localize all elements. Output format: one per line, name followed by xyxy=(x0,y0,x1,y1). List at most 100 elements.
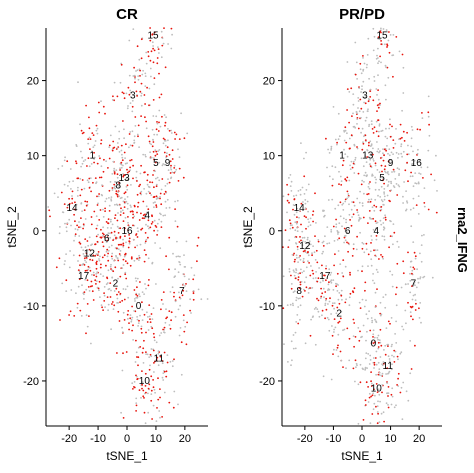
scatter-point xyxy=(362,216,365,219)
scatter-point xyxy=(119,81,122,84)
scatter-point xyxy=(136,180,138,182)
scatter-point xyxy=(112,270,115,273)
scatter-point xyxy=(388,31,390,33)
scatter-point xyxy=(113,186,116,189)
scatter-point xyxy=(377,36,380,38)
scatter-point xyxy=(177,403,179,406)
scatter-point xyxy=(131,105,134,108)
scatter-point xyxy=(73,239,75,242)
scatter-point xyxy=(343,328,346,331)
scatter-point xyxy=(377,47,379,50)
scatter-point xyxy=(370,264,373,267)
scatter-point xyxy=(152,379,155,381)
scatter-point xyxy=(368,163,371,166)
scatter-point xyxy=(110,227,112,229)
scatter-point xyxy=(328,288,331,291)
scatter-point xyxy=(162,137,165,140)
scatter-point xyxy=(171,158,174,160)
scatter-point xyxy=(398,174,400,177)
scatter-point xyxy=(336,238,339,241)
scatter-point xyxy=(122,238,124,241)
scatter-point xyxy=(146,353,149,356)
scatter-point xyxy=(144,240,147,243)
scatter-point xyxy=(337,344,339,347)
scatter-point xyxy=(358,201,361,204)
scatter-point xyxy=(124,191,127,194)
scatter-point xyxy=(296,257,298,259)
scatter-point xyxy=(357,269,359,272)
scatter-point xyxy=(369,165,372,168)
scatter-point xyxy=(150,50,153,53)
scatter-point xyxy=(116,352,118,354)
cluster-label: 11 xyxy=(154,353,165,364)
scatter-point xyxy=(144,85,147,87)
scatter-point xyxy=(400,145,402,148)
scatter-point xyxy=(291,226,294,229)
scatter-point xyxy=(301,244,304,247)
scatter-point xyxy=(402,381,405,384)
scatter-point xyxy=(391,354,393,357)
scatter-point xyxy=(300,239,302,242)
scatter-point xyxy=(124,273,127,276)
scatter-point xyxy=(346,327,349,330)
scatter-point xyxy=(127,178,129,181)
scatter-point xyxy=(185,343,188,346)
scatter-point xyxy=(85,204,88,207)
scatter-point xyxy=(368,198,370,201)
scatter-point xyxy=(149,151,152,154)
scatter-point xyxy=(369,90,372,92)
scatter-point xyxy=(407,283,409,285)
scatter-point xyxy=(344,153,347,156)
scatter-point xyxy=(111,301,114,303)
scatter-point xyxy=(392,139,395,142)
scatter-point xyxy=(353,345,355,348)
scatter-point xyxy=(374,164,377,167)
scatter-point xyxy=(152,307,155,309)
scatter-point xyxy=(73,315,76,317)
y-tick-label: 0 xyxy=(33,226,39,238)
scatter-point xyxy=(86,303,89,305)
scatter-point xyxy=(153,83,156,86)
scatter-point xyxy=(417,213,420,215)
scatter-point xyxy=(178,291,180,294)
scatter-point xyxy=(139,346,142,348)
scatter-point xyxy=(174,300,177,303)
scatter-point xyxy=(169,172,172,174)
scatter-point xyxy=(114,185,117,188)
scatter-point xyxy=(340,294,343,297)
scatter-point xyxy=(352,103,355,106)
scatter-point xyxy=(128,234,131,236)
scatter-point xyxy=(124,260,127,263)
scatter-point xyxy=(373,126,376,129)
scatter-point xyxy=(122,120,124,122)
scatter-point xyxy=(387,355,390,358)
scatter-point xyxy=(141,387,143,390)
scatter-point xyxy=(354,359,357,362)
scatter-point xyxy=(423,205,426,208)
scatter-point xyxy=(362,141,364,144)
scatter-point xyxy=(121,369,124,372)
scatter-point xyxy=(360,336,362,339)
scatter-point xyxy=(104,239,106,242)
scatter-point xyxy=(377,74,379,77)
scatter-point xyxy=(178,334,181,337)
scatter-point xyxy=(366,193,369,196)
scatter-point xyxy=(372,217,374,220)
scatter-point xyxy=(283,343,285,345)
scatter-point xyxy=(304,207,307,210)
scatter-point xyxy=(295,254,298,257)
scatter-point xyxy=(152,99,155,101)
scatter-point xyxy=(343,148,345,151)
scatter-point xyxy=(104,306,106,308)
scatter-point xyxy=(306,238,309,241)
scatter-point xyxy=(286,199,289,202)
scatter-point xyxy=(137,230,140,233)
scatter-point xyxy=(138,58,141,61)
scatter-point xyxy=(298,210,301,212)
scatter-point xyxy=(91,273,93,276)
scatter-point xyxy=(112,140,115,143)
scatter-point xyxy=(183,266,186,268)
scatter-point xyxy=(351,290,354,293)
cluster-label: 6 xyxy=(345,226,351,237)
scatter-point xyxy=(162,328,165,331)
